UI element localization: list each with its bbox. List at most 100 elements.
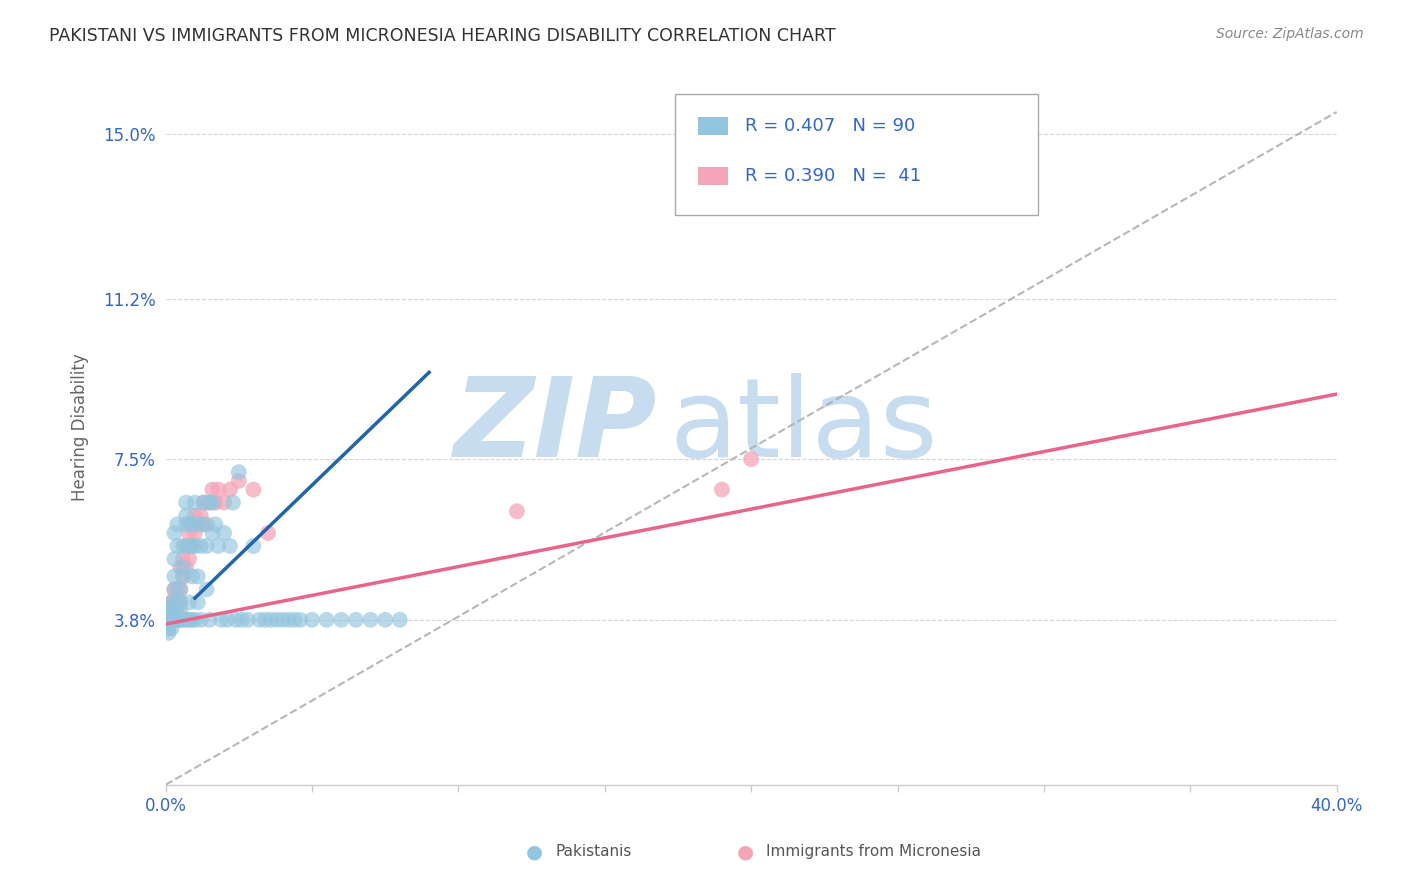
Point [172,569,194,583]
Point [260,613,283,627]
Point [160,622,183,636]
Point [222,495,245,509]
Point [163,613,186,627]
Text: PAKISTANI VS IMMIGRANTS FROM MICRONESIA HEARING DISABILITY CORRELATION CHART: PAKISTANI VS IMMIGRANTS FROM MICRONESIA … [49,27,835,45]
Point [157,604,180,618]
Point [290,613,312,627]
Point [181,539,204,553]
Point [157,613,180,627]
Point [177,526,200,541]
Bar [699,117,728,135]
Point [271,613,294,627]
Text: R = 0.407   N = 90: R = 0.407 N = 90 [745,117,915,135]
Point [174,517,197,532]
Point [195,517,218,532]
Point [388,613,411,627]
Point [166,539,188,553]
Point [181,613,204,627]
Point [219,539,242,553]
Point [266,613,288,627]
Point [174,560,197,574]
Point [157,613,180,627]
Point [163,526,186,541]
Point [247,613,270,627]
Point [242,539,264,553]
Point [181,539,204,553]
Point [184,508,207,523]
Point [198,495,221,509]
Text: ●: ● [526,842,543,862]
Point [254,613,277,627]
Point [207,483,229,497]
Point [225,613,247,627]
Point [166,517,188,532]
Point [184,613,207,627]
Point [174,613,197,627]
Point [228,465,250,479]
Point [277,613,299,627]
Point [236,613,259,627]
Point [160,595,183,609]
Point [740,452,762,467]
Point [181,517,204,532]
Point [360,613,382,627]
Point [163,582,186,597]
Text: Source: ZipAtlas.com: Source: ZipAtlas.com [1216,27,1364,41]
Point [207,539,229,553]
Point [190,508,212,523]
Point [163,604,186,618]
Point [242,483,264,497]
Point [374,613,396,627]
Point [710,483,733,497]
Point [157,613,180,627]
Point [172,569,194,583]
Point [169,613,191,627]
Point [166,582,188,597]
Point [330,613,353,627]
Point [166,613,188,627]
Point [506,504,529,518]
Point [209,613,232,627]
Point [231,613,253,627]
Point [177,539,200,553]
Point [163,582,186,597]
Point [195,539,218,553]
Point [169,604,191,618]
Point [184,517,207,532]
Point [160,613,183,627]
Point [184,526,207,541]
Text: ZIP: ZIP [454,373,658,480]
Point [160,613,183,627]
Point [344,613,367,627]
Point [177,552,200,566]
Point [190,613,212,627]
Point [315,613,337,627]
Point [217,613,239,627]
Point [190,517,212,532]
Text: Pakistanis: Pakistanis [555,845,631,859]
Point [193,517,215,532]
Point [193,495,215,509]
Point [157,622,180,636]
Point [283,613,305,627]
Point [177,613,200,627]
Point [166,595,188,609]
Point [257,526,280,541]
Point [169,595,191,609]
Y-axis label: Hearing Disability: Hearing Disability [72,352,89,500]
Point [160,604,183,618]
Point [163,595,186,609]
Point [169,582,191,597]
Point [195,582,218,597]
Point [157,604,180,618]
Point [212,495,235,509]
Text: R = 0.390   N =  41: R = 0.390 N = 41 [745,167,921,185]
Point [166,604,188,618]
Point [204,495,226,509]
Point [169,595,191,609]
Point [187,517,209,532]
Point [198,613,221,627]
Point [160,599,183,614]
Point [160,595,183,609]
Text: Immigrants from Micronesia: Immigrants from Micronesia [766,845,981,859]
